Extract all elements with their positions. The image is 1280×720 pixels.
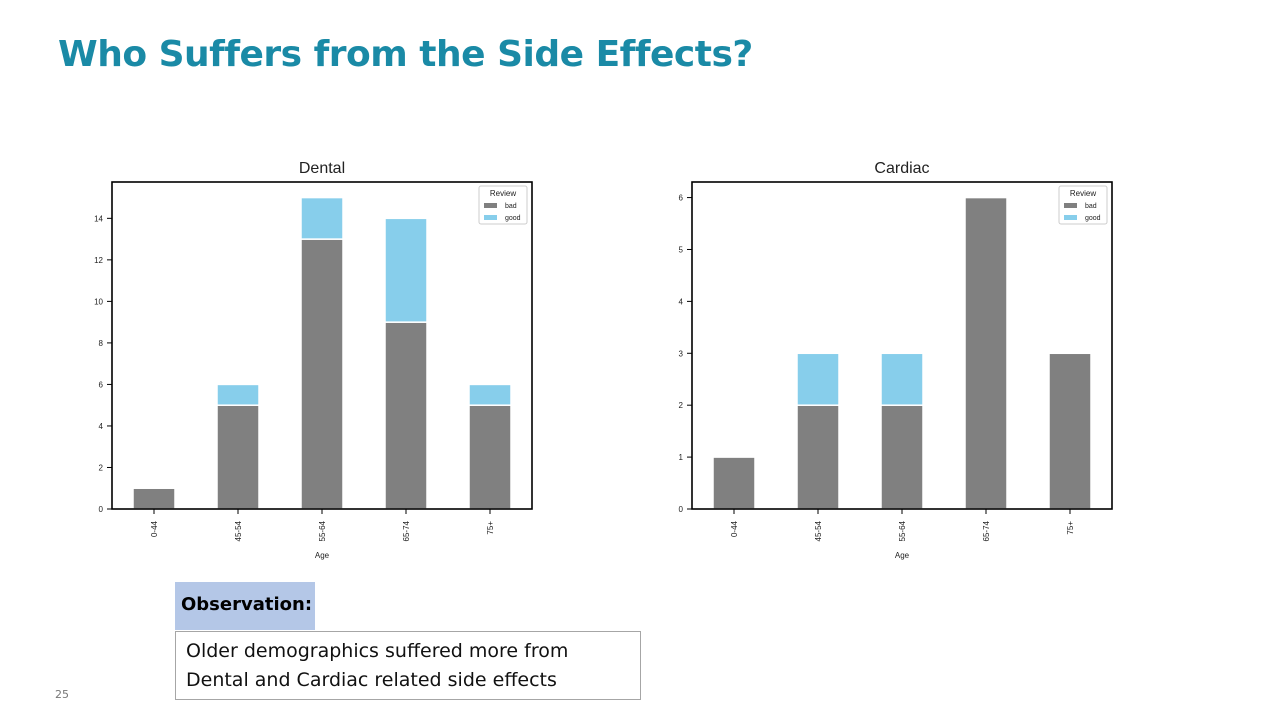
x-tick-label: 75+ <box>1066 521 1075 535</box>
legend: Review bad good <box>1058 185 1108 225</box>
legend-swatch-good <box>1064 215 1077 220</box>
bar-bad-55-64 <box>300 238 344 510</box>
chart-dental: Dental 0 2 4 6 8 10 12 14 0-44 45-54 55-64 65-74 75+ A… <box>60 150 540 570</box>
x-tick-label: 45-54 <box>234 520 243 541</box>
legend-title: Review <box>490 189 516 198</box>
legend: Review bad good <box>478 185 528 225</box>
x-tick-label: 55-64 <box>898 520 907 541</box>
bar-bad-45-54 <box>796 404 840 510</box>
y-tick-label: 2 <box>679 401 684 410</box>
x-tick-label: 65-74 <box>982 520 991 541</box>
bar-bad-0-44 <box>132 487 176 510</box>
x-tick-label: 45-54 <box>814 520 823 541</box>
y-tick-label: 6 <box>679 194 684 203</box>
bar-good-65-74 <box>384 217 428 323</box>
y-tick-label: 4 <box>99 422 104 431</box>
plot-frame <box>691 181 1113 510</box>
bar-good-55-64 <box>300 196 344 240</box>
y-tick-label: 14 <box>94 214 103 223</box>
bar-good-75 <box>468 383 512 406</box>
legend-label-bad: bad <box>505 203 517 210</box>
y-tick-label: 8 <box>99 339 104 348</box>
y-tick-label: 1 <box>679 453 684 462</box>
bar-bad-45-54 <box>216 404 260 510</box>
y-tick-label: 12 <box>94 256 103 265</box>
bar-bad-0-44 <box>712 456 756 510</box>
legend-label-good: good <box>505 215 521 222</box>
bar-good-55-64 <box>880 352 924 406</box>
y-tick-label: 0 <box>679 505 684 514</box>
y-tick-label: 10 <box>94 297 103 306</box>
x-tick-label: 55-64 <box>318 520 327 541</box>
y-tick-label: 6 <box>99 380 104 389</box>
bar-bad-65-74 <box>964 196 1008 510</box>
bar-good-45-54 <box>796 352 840 406</box>
chart-dental-svg: Dental 0 2 4 6 8 10 12 14 0-44 45-54 55-64 65-74 75+ A… <box>94 160 533 560</box>
chart-cardiac-svg: Cardiac 0 1 2 3 4 5 6 0-44 45-54 55-64 65-74 75+ Age R… <box>679 160 1113 560</box>
bar-bad-75 <box>1048 352 1092 510</box>
chart-cardiac: Cardiac 0 1 2 3 4 5 6 0-44 45-54 55-64 65-74 75+ Age R… <box>640 150 1120 570</box>
chart-title: Dental <box>299 160 345 177</box>
x-tick-label: 65-74 <box>402 520 411 541</box>
page-number: 25 <box>55 688 69 701</box>
y-tick-label: 5 <box>679 245 684 254</box>
legend-label-good: good <box>1085 215 1101 222</box>
x-tick-label: 0-44 <box>150 520 159 537</box>
x-axis-label: Age <box>895 551 910 560</box>
legend-swatch-good <box>484 215 497 220</box>
bar-bad-75 <box>468 404 512 510</box>
x-tick-label: 0-44 <box>730 520 739 537</box>
legend-box <box>478 185 528 225</box>
y-tick-label: 2 <box>99 463 104 472</box>
y-tick-label: 4 <box>679 297 684 306</box>
y-tick-label: 3 <box>679 349 684 358</box>
chart-title: Cardiac <box>874 160 929 177</box>
legend-swatch-bad <box>484 203 497 208</box>
y-tick-label: 0 <box>99 505 104 514</box>
legend-title: Review <box>1070 189 1096 198</box>
legend-label-bad: bad <box>1085 203 1097 210</box>
legend-box <box>1058 185 1108 225</box>
observation-label: Observation: <box>175 582 315 630</box>
bar-good-45-54 <box>216 383 260 406</box>
x-tick-label: 75+ <box>486 521 495 535</box>
slide-title: Who Suffers from the Side Effects? <box>58 34 753 75</box>
x-axis-label: Age <box>315 551 330 560</box>
bar-bad-65-74 <box>384 321 428 510</box>
legend-swatch-bad <box>1064 203 1077 208</box>
plot-frame <box>111 181 533 510</box>
observation-text: Older demographics suffered more from De… <box>175 631 641 700</box>
bar-bad-55-64 <box>880 404 924 510</box>
